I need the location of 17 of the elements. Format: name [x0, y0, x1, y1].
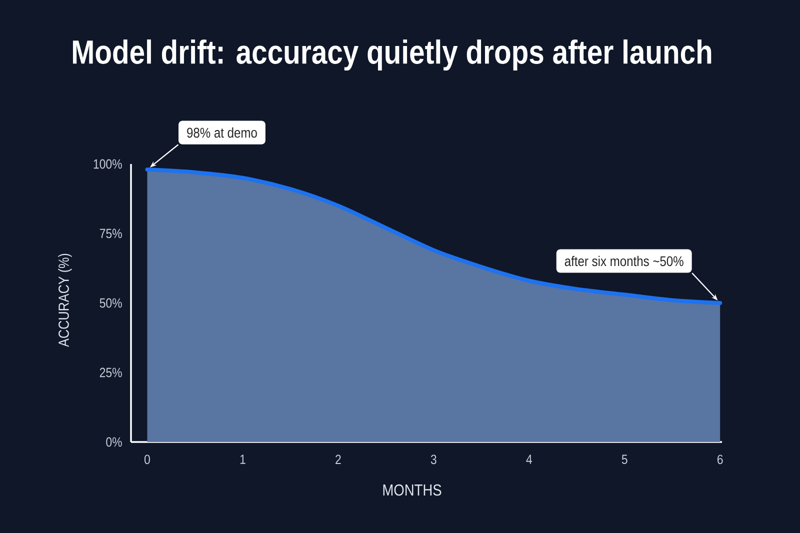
x-axis-title: MONTHS — [383, 484, 442, 496]
y-tick-label: 100% — [94, 159, 122, 169]
y-tick-label: 0% — [106, 437, 122, 447]
y-tick-label: 50% — [100, 298, 122, 308]
chart-title: Model drift: accuracy quietly drops after launch — [72, 39, 712, 71]
y-tick-label: 75% — [100, 228, 122, 238]
x-tick-label: 3 — [430, 454, 436, 464]
x-tick-label: 1 — [240, 454, 246, 464]
y-axis-title: ACCURACY (%) — [58, 254, 72, 347]
x-tick-label: 5 — [622, 454, 628, 464]
x-tick-label: 4 — [526, 454, 532, 464]
y-tick-label: 25% — [100, 368, 122, 378]
x-tick-label: 0 — [144, 454, 150, 464]
annotation: after six months ~50% — [564, 256, 684, 266]
x-tick-label: 2 — [336, 454, 341, 464]
x-tick-label: 6 — [717, 454, 723, 464]
annotation: 98% at demo — [187, 127, 257, 138]
